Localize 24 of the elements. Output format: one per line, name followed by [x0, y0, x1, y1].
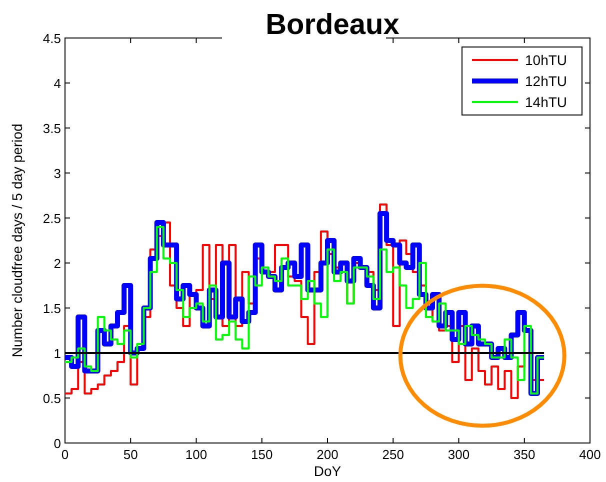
x-tick-label: 350 [514, 447, 536, 462]
y-tick-label: 0.5 [42, 391, 61, 406]
y-tick-label: 1.5 [42, 301, 61, 316]
x-tick-label: 300 [448, 447, 470, 462]
x-tick-label: 250 [382, 447, 404, 462]
x-tick-label: 150 [251, 447, 273, 462]
y-tick-label: 0 [54, 436, 61, 451]
y-tick-label: 1 [54, 346, 61, 361]
x-axis-title: DoY [314, 463, 342, 479]
y-axis-title: Number cloudfree days / 5 day period [9, 124, 25, 358]
legend-label: 14hTU [525, 94, 568, 110]
x-tick-label: 50 [123, 447, 138, 462]
legend-label: 12hTU [525, 73, 568, 89]
x-tick-label: 400 [579, 447, 601, 462]
x-tick-label: 100 [185, 447, 208, 462]
legend-label: 10hTU [525, 52, 568, 68]
y-tick-label: 2 [54, 256, 61, 271]
y-tick-label: 3.5 [42, 121, 61, 136]
chart-title: Bordeaux [266, 9, 400, 41]
y-tick-label: 3 [54, 166, 61, 181]
y-tick-label: 4.5 [42, 31, 61, 46]
y-tick-label: 2.5 [42, 211, 61, 226]
y-tick-label: 4 [54, 76, 61, 91]
x-tick-label: 200 [316, 447, 338, 462]
